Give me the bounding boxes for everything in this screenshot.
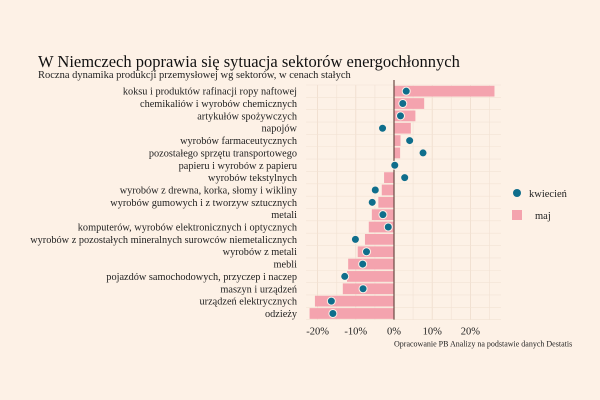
chart-subtitle: Roczna dynamika produkcji przemysłowej w… [38,70,351,81]
bar-maj [314,295,394,307]
dot-kwiecien [378,210,388,220]
dot-kwiecien [340,271,350,281]
dot-kwiecien [405,136,415,146]
category-label: komputerów, wyrobów elektronicznych i op… [78,223,298,234]
category-label: wyrobów gumowych i z tworzyw sztucznych [110,198,298,209]
dot-kwiecien [358,259,368,269]
dot-kwiecien [395,111,405,121]
dot-kwiecien [370,185,380,195]
bar-maj [348,258,394,270]
category-label: mebli [274,260,298,271]
dot-kwiecien [390,160,400,170]
x-tick-label: 20% [461,327,481,338]
dot-kwiecien [326,296,336,306]
dot-kwiecien [378,123,388,133]
bar-maj [378,196,394,208]
dot-kwiecien [383,222,393,232]
bar-maj [342,283,394,295]
bar-maj [347,271,394,282]
category-label: artykułów spożywczych [197,111,298,122]
bar-maj [364,234,394,245]
x-tick-label: 10% [423,327,443,338]
chart-title: W Niemczech poprawia się sytuacja sektor… [38,52,460,71]
dot-kwiecien [398,99,408,109]
category-label: papieru i wyrobów z papieru [179,161,297,172]
x-tick-label: -20% [306,327,329,338]
dot-kwiecien [328,308,338,318]
dot-kwiecien [350,234,360,244]
dot-kwiecien [418,148,428,158]
category-label: pojazdów samochodowych, przyczep i nacze… [106,272,297,283]
category-label: urządzeń elektrycznych [200,297,298,308]
category-label: metali [271,210,297,221]
x-tick-label: 0% [387,327,401,338]
bar-maj [394,122,411,134]
legend-dot-icon [513,189,521,197]
legend-bar-icon [512,210,522,220]
legend-label-maj: maj [535,211,551,222]
bar-maj [394,85,495,97]
category-label: wyrobów z pozostałych mineralnych surowc… [30,235,298,246]
bar-maj [384,172,394,183]
source-note: Opracowanie PB Analizy na podstawie dany… [394,340,572,349]
category-label: koksu i produktów rafinacji ropy naftowe… [123,87,297,98]
category-label: wyrobów farmaceutycznych [180,136,298,147]
bar-maj [368,221,394,233]
bar-maj [394,98,425,109]
dot-kwiecien [401,86,411,96]
category-label: napojów [262,124,298,135]
bar-maj [394,147,401,159]
legend-label-kwiecien: kwiecień [529,189,568,200]
dot-kwiecien [361,247,371,257]
bar-maj [394,135,401,146]
category-label: chemikaliów i wyrobów chemicznych [140,99,298,110]
category-label: wyrobów tekstylnych [208,173,298,184]
bar-maj [357,246,394,258]
category-label: wyrobów z metali [223,247,297,258]
category-label: wyrobów z drewna, korka, słomy i wikliny [120,185,298,196]
category-label: maszyn i urządzeń [220,284,297,295]
category-label: odzieży [265,309,298,320]
x-tick-label: -10% [344,327,367,338]
bar-maj [309,308,394,319]
bar-maj [381,184,394,196]
category-label: pozostałego sprzętu transportowego [149,148,297,159]
dot-kwiecien [358,284,368,294]
dot-kwiecien [367,197,377,207]
dot-kwiecien [400,173,410,183]
